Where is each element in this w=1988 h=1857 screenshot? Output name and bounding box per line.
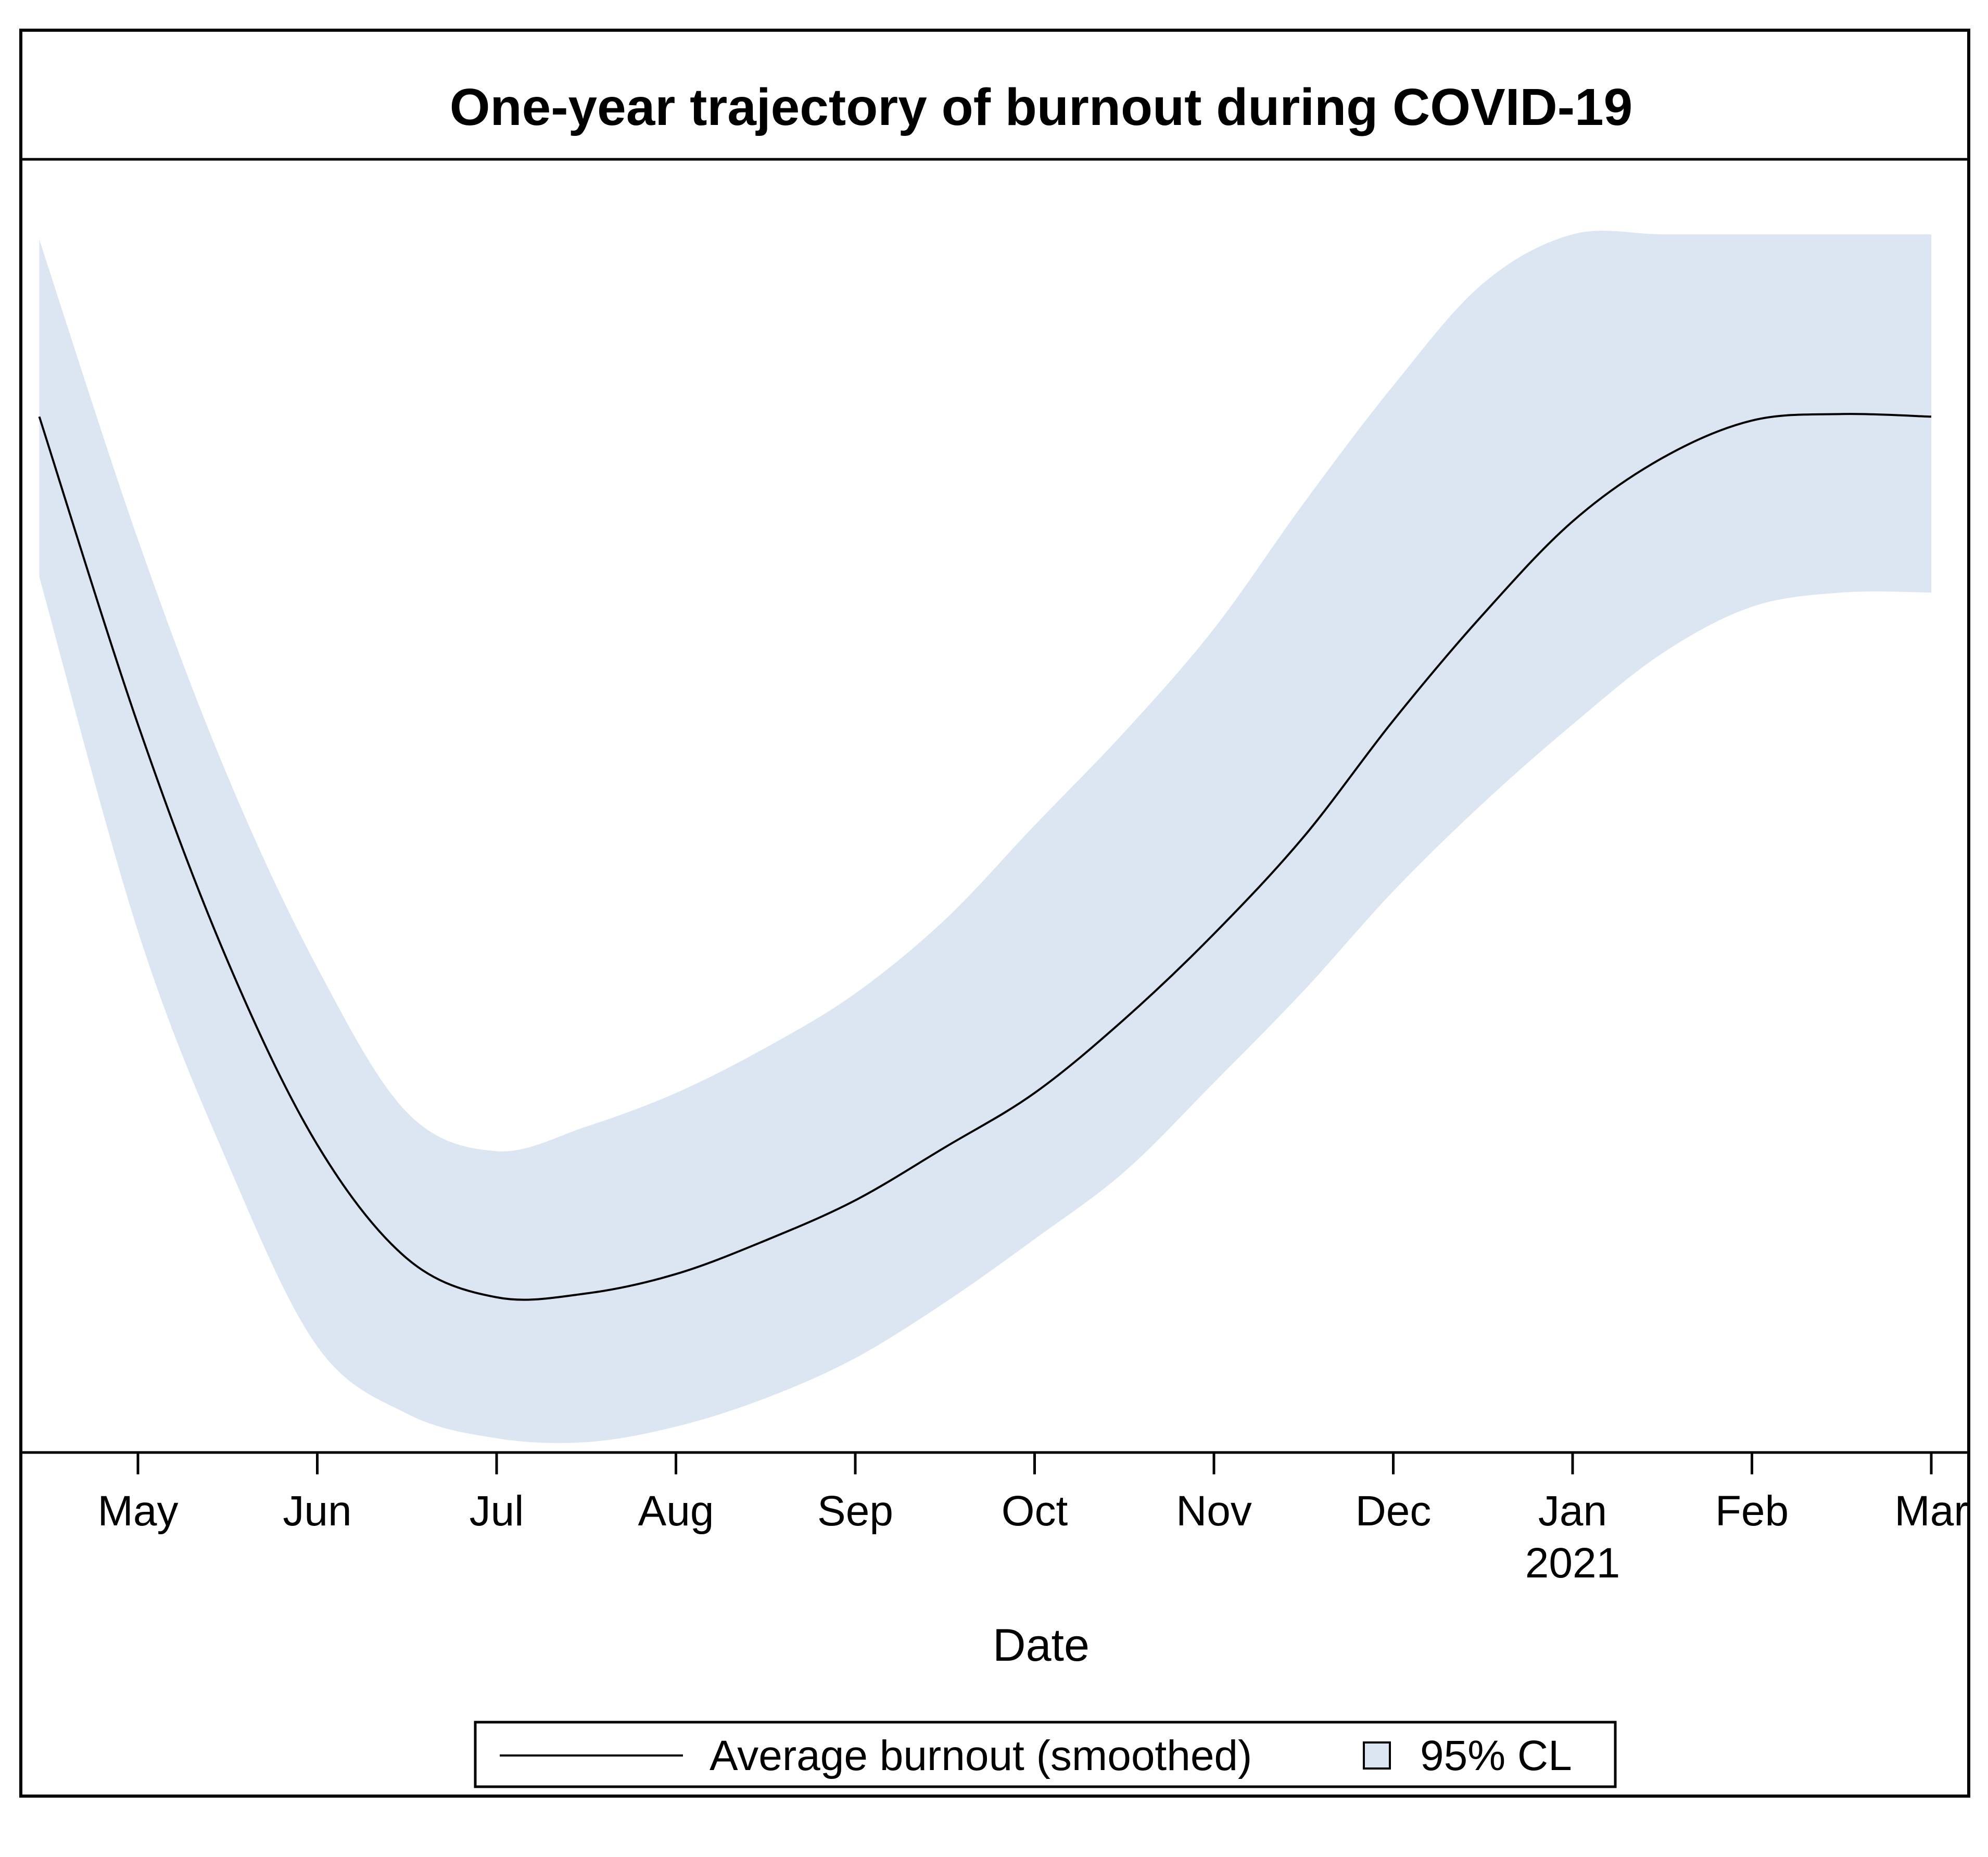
- x-tick-label-jan: Jan: [1538, 1487, 1607, 1535]
- x-tick-label-mar: Mar: [1894, 1487, 1968, 1535]
- plot-area: [38, 231, 1932, 1443]
- chart-title: One-year trajectory of burnout during CO…: [450, 78, 1633, 136]
- x-tick-label-dec: Dec: [1356, 1487, 1432, 1535]
- legend-label-95-cl: 95% CL: [1420, 1732, 1572, 1779]
- legend: Average burnout (smoothed) 95% CL: [474, 1721, 1617, 1788]
- x-tick-label-sep: Sep: [817, 1487, 893, 1535]
- x-tick-label-nov: Nov: [1176, 1487, 1252, 1535]
- x-tick-label-jul: Jul: [470, 1487, 524, 1535]
- x-tick-label-feb: Feb: [1715, 1487, 1789, 1535]
- x-tick-label-jun: Jun: [283, 1487, 351, 1535]
- legend-box-swatch: [1363, 1741, 1391, 1770]
- legend-label-average-burnout: Average burnout (smoothed): [710, 1732, 1252, 1779]
- confidence-band-95: [39, 231, 1931, 1443]
- x-tick-label-oct: Oct: [1002, 1487, 1068, 1535]
- average-burnout-line: [38, 413, 1932, 1301]
- x-axis-title: Date: [993, 1619, 1090, 1671]
- x-year-label: 2021: [1525, 1539, 1620, 1587]
- x-tick-label-aug: Aug: [638, 1487, 714, 1535]
- legend-frame: [474, 1721, 1617, 1788]
- x-tick-label-may: May: [98, 1487, 179, 1535]
